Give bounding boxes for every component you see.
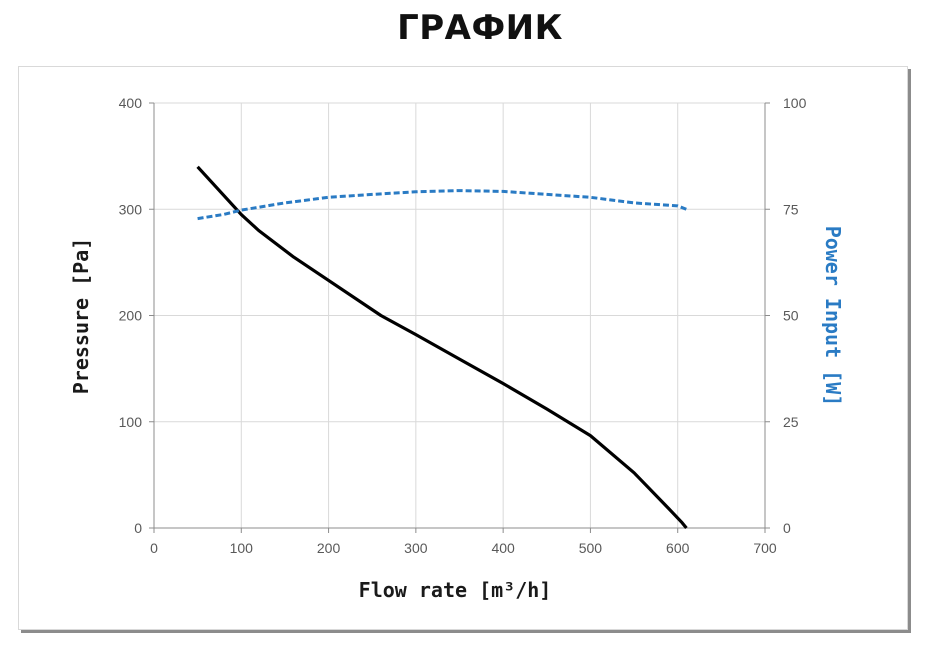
x-tick-label: 100 [230, 540, 254, 556]
x-tick-label: 200 [317, 540, 341, 556]
x-tick-label: 400 [491, 540, 515, 556]
y-axis-right-title: Power Input [W] [821, 226, 845, 407]
y-left-tick-label: 0 [134, 520, 142, 536]
y-axis-left-title: Pressure [Pa] [69, 238, 93, 395]
y-right-tick-label: 100 [783, 95, 807, 111]
y-right-tick-label: 75 [783, 201, 799, 217]
x-tick-label: 0 [150, 540, 158, 556]
pressure-series-line [196, 165, 688, 530]
y-left-tick-label: 300 [119, 201, 143, 217]
y-right-tick-label: 50 [783, 308, 799, 324]
x-tick-label: 300 [404, 540, 428, 556]
x-tick-label: 700 [753, 540, 777, 556]
page-title: ГРАФИК [397, 8, 563, 48]
y-left-tick-label: 100 [119, 414, 143, 430]
y-left-tick-label: 200 [119, 308, 143, 324]
y-left-tick-label: 400 [119, 95, 143, 111]
x-axis-title: Flow rate [m³/h] [359, 578, 552, 602]
chart-frame [18, 66, 908, 630]
power-input-series-line [197, 189, 687, 221]
x-tick-label: 500 [579, 540, 603, 556]
x-tick-label: 600 [666, 540, 690, 556]
y-right-tick-label: 0 [783, 520, 791, 536]
y-right-tick-label: 25 [783, 414, 799, 430]
